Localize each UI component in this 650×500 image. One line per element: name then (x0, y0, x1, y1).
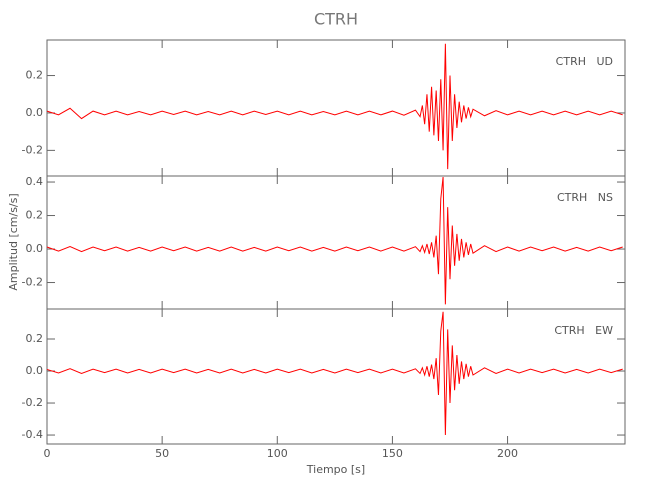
waveform (46, 311, 623, 436)
y-tick-label: 0.2 (26, 332, 44, 345)
y-tick-label: 0.0 (26, 364, 44, 377)
y-tick-label: 0.2 (26, 209, 44, 222)
x-tick-label: 0 (44, 447, 51, 460)
y-tick-label: 0.0 (26, 106, 44, 119)
x-axis-label: Tiempo [s] (306, 463, 365, 476)
y-axis-label: Amplitud [cm/s/s] (7, 193, 20, 290)
x-tick-label: 150 (382, 447, 403, 460)
y-tick-label: 0.0 (26, 242, 44, 255)
x-tick-label: 50 (155, 447, 169, 460)
waveform (46, 176, 623, 305)
panel-label: CTRH UD (556, 55, 613, 68)
x-tick-label: 200 (497, 447, 518, 460)
y-tick-label: -0.2 (22, 276, 43, 289)
panel-frame (46, 308, 626, 445)
y-tick-label: -0.2 (22, 396, 43, 409)
x-tick-label: 100 (267, 447, 288, 460)
panel-label: CTRH NS (557, 191, 613, 204)
chart-title: CTRH (314, 10, 358, 29)
y-tick-label: 0.2 (26, 69, 44, 82)
panel-frame (46, 39, 626, 177)
waveform (46, 43, 623, 170)
y-tick-label: -0.4 (22, 428, 43, 441)
panel-label: CTRH EW (554, 324, 613, 337)
y-tick-label: -0.2 (22, 143, 43, 156)
y-tick-label: 0.4 (26, 175, 44, 188)
panel-frame (46, 175, 626, 310)
